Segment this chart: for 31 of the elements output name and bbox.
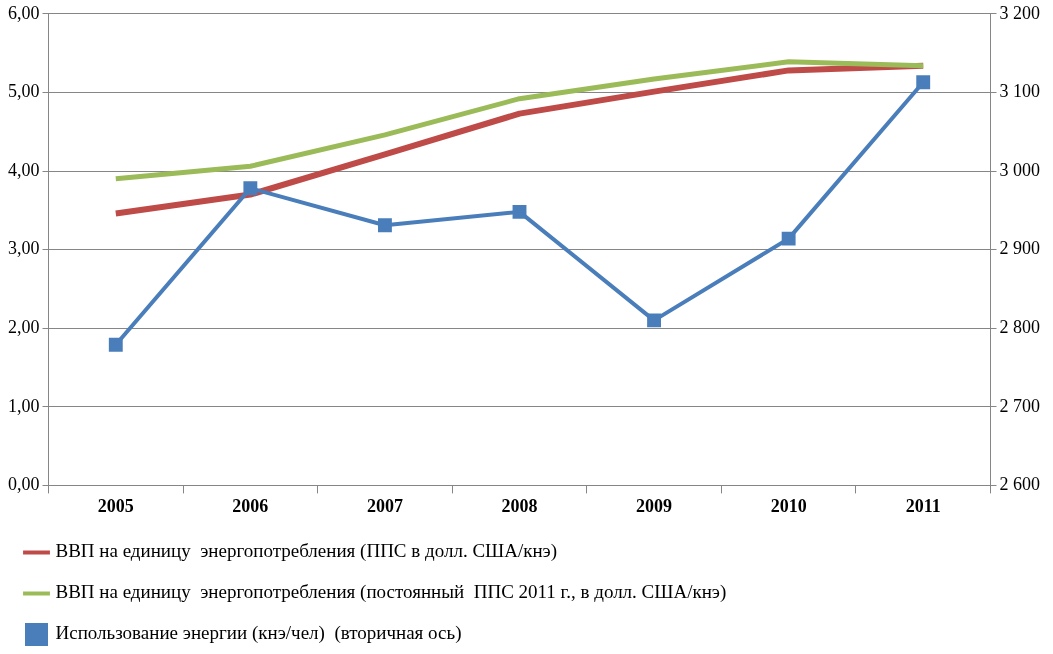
x-tick-label: 2005 xyxy=(97,495,134,516)
point xyxy=(916,75,931,90)
x-tick-label: 2006 xyxy=(232,495,269,516)
y-tick-label: 6,00 xyxy=(8,2,40,23)
point xyxy=(377,218,392,233)
y2-tick-label: 2 600 xyxy=(999,474,1040,495)
y-tick-label: 3,00 xyxy=(8,238,40,259)
legend-label: ВВП на единицу энергопотребления (ППС в долл. США/кнэ) xyxy=(55,540,558,563)
y2-tick-label: 3 200 xyxy=(999,2,1040,23)
x-tick-label: 2010 xyxy=(770,495,807,516)
y2-tick-label: 2 800 xyxy=(999,316,1040,337)
point xyxy=(781,231,796,246)
point xyxy=(647,313,662,328)
point xyxy=(243,181,258,196)
x-tick-label: 2007 xyxy=(366,495,403,516)
point xyxy=(512,204,527,219)
y2-tick-label: 3 000 xyxy=(999,159,1040,180)
legend-label: Использование энергии (кнэ/чел) (вторичная ось) xyxy=(55,622,462,645)
point xyxy=(108,337,123,352)
y-tick-label: 2,00 xyxy=(8,316,40,337)
y-tick-label: 5,00 xyxy=(8,81,40,102)
y2-tick-label: 2 900 xyxy=(999,238,1040,259)
y-tick-label: 4,00 xyxy=(8,159,40,180)
y2-tick-label: 2 700 xyxy=(999,395,1040,416)
x-tick-label: 2009 xyxy=(636,495,673,516)
y2-tick-label: 3 100 xyxy=(999,81,1040,102)
x-tick-label: 2008 xyxy=(501,495,538,516)
y-tick-label: 0,00 xyxy=(8,474,40,495)
y-tick-label: 1,00 xyxy=(8,395,40,416)
legend-label: ВВП на единицу энергопотребления (постоянный ППС 2011 г., в долл. США/кнэ) xyxy=(55,581,727,604)
x-tick-label: 2011 xyxy=(905,495,941,516)
